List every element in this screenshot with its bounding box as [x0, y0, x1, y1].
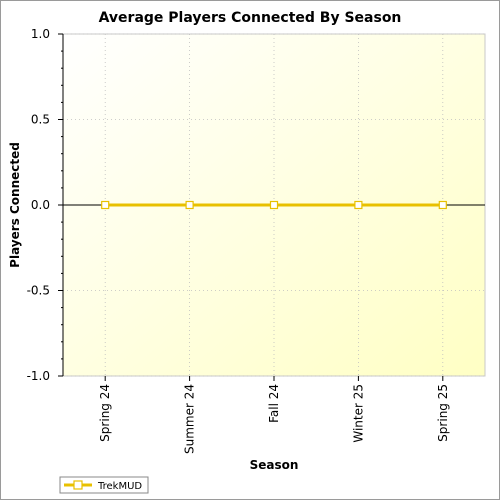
y-tick-label: -1.0: [27, 369, 50, 383]
y-tick-label: 0.0: [31, 198, 50, 212]
data-point: [438, 200, 447, 210]
data-point: [101, 200, 110, 210]
legend-swatch-marker: [73, 480, 83, 490]
x-axis: Spring 24 Summer 24 Fall 24 Winter 25 Spring…: [98, 376, 450, 454]
y-tick-label: -0.5: [27, 284, 50, 298]
x-tick-label: Fall 24: [267, 384, 281, 423]
data-point: [354, 200, 363, 210]
x-tick-label: Spring 25: [436, 384, 450, 442]
gridlines: [63, 33, 485, 377]
legend-label-trekmud: TrekMUD: [97, 481, 142, 492]
x-tick-label: Summer 24: [183, 384, 197, 454]
chart-title: Average Players Connected By Season: [99, 10, 402, 26]
y-axis-title: Players Connected: [8, 142, 22, 268]
x-tick-label: Spring 24: [98, 384, 112, 442]
series-layer: [101, 200, 447, 210]
data-point: [185, 200, 194, 210]
y-tick-label: 0.5: [31, 113, 50, 127]
x-axis-title: Season: [250, 458, 299, 472]
legend: TrekMUD: [59, 476, 149, 494]
x-tick-label: Winter 25: [351, 384, 365, 443]
y-axis: 1.0 0.5 0.0 -0.5 -1.0: [27, 27, 64, 383]
y-tick-label: 1.0: [31, 27, 50, 41]
data-point: [269, 200, 279, 210]
